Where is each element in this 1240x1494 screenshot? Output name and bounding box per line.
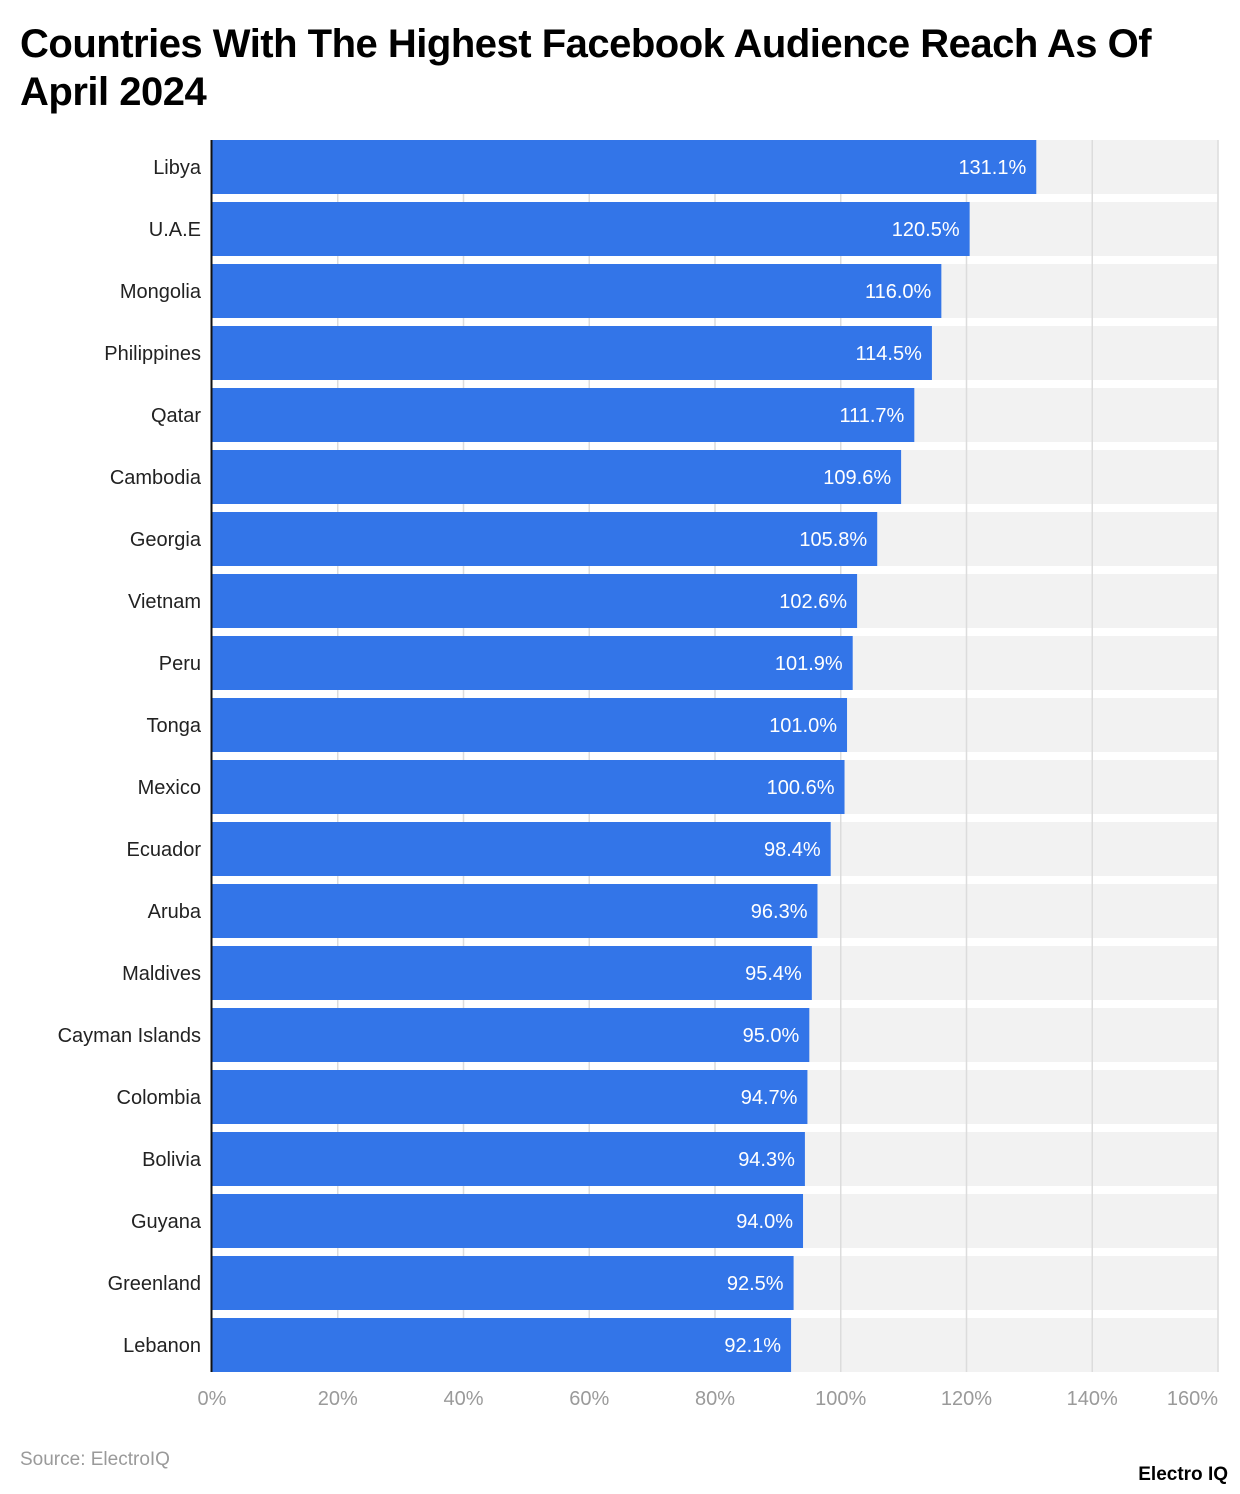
data-label: 92.1%	[724, 1335, 781, 1357]
bar-libya	[212, 140, 1037, 194]
x-tick-label: 120%	[941, 1388, 992, 1410]
bar-mexico	[212, 760, 845, 814]
data-label: 105.8%	[799, 529, 867, 551]
data-label: 120.5%	[892, 219, 960, 241]
data-label: 100.6%	[767, 777, 835, 799]
data-label: 102.6%	[779, 591, 847, 613]
bar-greenland	[212, 1256, 794, 1310]
x-tick-label: 140%	[1067, 1388, 1118, 1410]
data-label: 131.1%	[958, 157, 1026, 179]
category-label: Vietnam	[128, 591, 201, 613]
bar-cayman-islands	[212, 1008, 810, 1062]
x-tick-label: 160%	[1167, 1388, 1218, 1410]
category-label: Tonga	[147, 715, 202, 737]
x-tick-label: 20%	[318, 1388, 358, 1410]
category-label: U.A.E	[149, 219, 201, 241]
data-label: 98.4%	[764, 839, 821, 861]
data-label: 116.0%	[865, 281, 932, 303]
category-label: Maldives	[122, 963, 201, 985]
bar-cambodia	[212, 450, 902, 504]
data-label: 94.0%	[736, 1211, 793, 1233]
electroiq-logo: Electro IQ	[1138, 1464, 1228, 1485]
data-label: 114.5%	[856, 343, 923, 365]
bar-lebanon	[212, 1318, 792, 1372]
category-label: Bolivia	[142, 1149, 202, 1171]
bar-mongolia	[212, 264, 942, 318]
bar-colombia	[212, 1070, 808, 1124]
category-label: Guyana	[131, 1211, 202, 1233]
x-tick-label: 0%	[198, 1388, 227, 1410]
category-label: Greenland	[108, 1273, 201, 1295]
data-label: 101.9%	[775, 653, 843, 675]
category-label: Qatar	[151, 405, 201, 427]
data-label: 92.5%	[727, 1273, 784, 1295]
bar-bolivia	[212, 1132, 805, 1186]
category-label: Peru	[159, 653, 201, 675]
bar-vietnam	[212, 574, 858, 628]
data-label: 95.4%	[745, 963, 802, 985]
category-label: Ecuador	[127, 839, 202, 861]
category-label: Philippines	[104, 343, 201, 365]
data-label: 95.0%	[743, 1025, 800, 1047]
bar-peru	[212, 636, 853, 690]
bar-philippines	[212, 326, 932, 380]
data-label: 96.3%	[751, 901, 808, 923]
bar-u-a-e	[212, 202, 970, 256]
category-label: Cambodia	[110, 467, 202, 489]
data-label: 94.7%	[741, 1087, 798, 1109]
bar-tonga	[212, 698, 848, 752]
chart-title: Countries With The Highest Facebook Audi…	[20, 22, 1152, 114]
data-label: 101.0%	[769, 715, 837, 737]
category-label: Lebanon	[123, 1335, 201, 1357]
source-note: Source: ElectroIQ	[20, 1449, 170, 1470]
category-label: Georgia	[130, 529, 202, 551]
category-label: Mexico	[138, 777, 201, 799]
bar-ecuador	[212, 822, 831, 876]
x-tick-label: 80%	[695, 1388, 735, 1410]
category-label: Colombia	[117, 1087, 202, 1109]
bar-maldives	[212, 946, 812, 1000]
bar-georgia	[212, 512, 878, 566]
bar-aruba	[212, 884, 818, 938]
category-label: Cayman Islands	[58, 1025, 201, 1047]
data-label: 111.7%	[839, 405, 904, 427]
data-label: 109.6%	[823, 467, 891, 489]
bar-qatar	[212, 388, 915, 442]
x-tick-label: 60%	[569, 1388, 609, 1410]
data-label: 94.3%	[738, 1149, 795, 1171]
x-tick-label: 40%	[443, 1388, 483, 1410]
category-label: Libya	[153, 157, 202, 179]
x-tick-label: 100%	[815, 1388, 866, 1410]
bar-guyana	[212, 1194, 804, 1248]
category-label: Aruba	[148, 901, 202, 923]
category-label: Mongolia	[120, 281, 202, 303]
